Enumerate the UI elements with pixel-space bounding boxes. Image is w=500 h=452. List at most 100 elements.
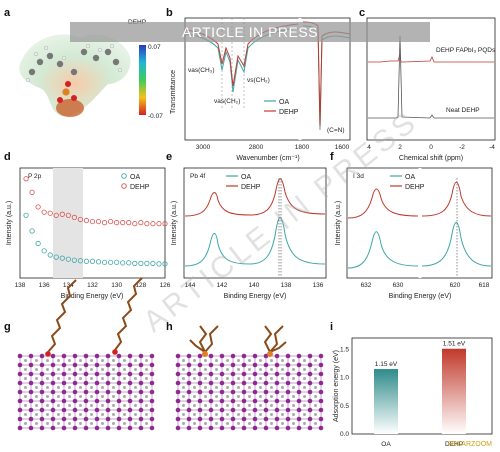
point-dehp-3 bbox=[41, 209, 47, 215]
point-oa-23 bbox=[162, 261, 168, 267]
panel-b-xtick-2: 1800 bbox=[295, 144, 310, 151]
colorbar-min: -0.07 bbox=[148, 113, 163, 120]
panel-e-xtick-4: 136 bbox=[313, 282, 324, 289]
panel-d-xps-p2p: P 2p Intensity (a.u.) Binding Energy (eV… bbox=[6, 167, 171, 300]
panel-f-legend-oa: OA bbox=[405, 174, 415, 181]
point-dehp-5 bbox=[53, 212, 59, 218]
panel-letter-h: h bbox=[166, 321, 173, 333]
panel-f-ylabel: Intensity (a.u.) bbox=[335, 201, 342, 245]
bar-dehp bbox=[442, 348, 466, 434]
panel-e-xtick-0: 144 bbox=[185, 282, 196, 289]
point-dehp-8 bbox=[71, 214, 77, 220]
panel-e-xlabel: Binding Energy (eV) bbox=[224, 293, 287, 300]
point-oa-6 bbox=[59, 255, 65, 261]
panel-e-legend-dehp: DEHP bbox=[241, 184, 261, 191]
point-dehp-2 bbox=[35, 204, 41, 210]
point-dehp-23 bbox=[162, 221, 168, 227]
panel-f-xtick-2: 620 bbox=[450, 282, 461, 289]
panel-g-oa-adsorption bbox=[17, 277, 155, 431]
lattice-h bbox=[175, 353, 324, 431]
point-dehp-0 bbox=[23, 176, 29, 182]
bar-oa bbox=[374, 369, 398, 434]
panel-e-xtick-2: 140 bbox=[249, 282, 260, 289]
panel-i-ytick-1: 0.5 bbox=[340, 403, 349, 410]
point-dehp-19 bbox=[138, 220, 144, 226]
bar-category-dehp: DEHP bbox=[445, 441, 463, 448]
point-oa-17 bbox=[126, 260, 132, 266]
panel-c-xtick-1: 2 bbox=[398, 144, 402, 151]
panel-i-ylabel: Adsorption energy (eV) bbox=[333, 350, 340, 422]
colorbar bbox=[139, 45, 146, 115]
point-dehp-18 bbox=[132, 221, 138, 227]
lattice-g bbox=[17, 353, 155, 431]
panel-f-xtick-3: 618 bbox=[479, 282, 490, 289]
panel-b-xtick-0: 3000 bbox=[196, 144, 211, 151]
panel-b-xtick-3: 1600 bbox=[335, 144, 350, 151]
nmr-dehp-pqds bbox=[368, 53, 494, 63]
point-dehp-10 bbox=[83, 217, 90, 224]
colorbar-max: 0.07 bbox=[148, 44, 161, 51]
annot-vs-ch2: νs(CH₂) bbox=[247, 77, 270, 84]
panel-b-legend-oa: OA bbox=[279, 99, 289, 106]
panel-i-bars: 1.15 eV OA 1.51 eV DEHP bbox=[374, 341, 466, 448]
panel-d-xtick-5: 128 bbox=[135, 282, 146, 289]
nmr-label-bottom: Neat DEHP bbox=[446, 107, 480, 114]
panel-f-legend-dehp: DEHP bbox=[405, 184, 425, 191]
panel-letter-i: i bbox=[330, 321, 333, 333]
panel-f-xtick-0: 632 bbox=[361, 282, 372, 289]
panel-d-legend-dehp: DEHP bbox=[130, 184, 150, 191]
panel-d-legend-oa: OA bbox=[130, 174, 140, 181]
point-dehp-9 bbox=[77, 216, 84, 223]
panel-letter-a: a bbox=[4, 7, 11, 19]
point-oa-4 bbox=[47, 252, 53, 258]
panel-i-yticks: 0.0 0.5 1.0 1.5 bbox=[340, 346, 349, 438]
panel-e-legend-oa: OA bbox=[241, 174, 251, 181]
point-oa-8 bbox=[71, 257, 77, 263]
oa-chain-2 bbox=[114, 277, 143, 351]
point-dehp-15 bbox=[114, 220, 120, 226]
point-oa-10 bbox=[83, 258, 90, 264]
esp-negative-region bbox=[56, 99, 84, 117]
panel-c-xtick-3: -2 bbox=[459, 144, 465, 151]
panel-e-xps-pb4f: Pb 4f Intensity (a.u.) Binding Energy (e… bbox=[171, 167, 327, 300]
point-dehp-20 bbox=[144, 221, 150, 227]
point-dehp-7 bbox=[65, 212, 71, 218]
point-oa-12 bbox=[95, 259, 102, 265]
point-oa-18 bbox=[132, 260, 138, 266]
panel-d-points bbox=[23, 176, 168, 267]
point-dehp-11 bbox=[89, 218, 96, 225]
point-oa-19 bbox=[138, 260, 144, 266]
dehp-chain-1 bbox=[189, 325, 219, 353]
point-oa-14 bbox=[108, 259, 114, 265]
highlight-band bbox=[53, 168, 83, 278]
panel-i-adsorption-energy: Adsorption energy (eV) 1.15 eV OA 1.51 eV D… bbox=[333, 337, 493, 448]
annot-cn: (C=N) bbox=[327, 127, 345, 134]
point-oa-15 bbox=[114, 259, 120, 265]
panel-d-xticks: 138 136 134 132 130 128 126 bbox=[15, 282, 171, 289]
corner-logo: SOLARZOOM bbox=[447, 441, 492, 448]
panel-e-title: Pb 4f bbox=[190, 173, 205, 180]
panel-b-legend-dehp: DEHP bbox=[279, 109, 299, 116]
bar-value-label-oa: 1.15 eV bbox=[375, 361, 398, 368]
panel-d-xtick-0: 138 bbox=[15, 282, 26, 289]
point-oa-5 bbox=[53, 254, 59, 260]
point-oa-3 bbox=[41, 248, 47, 254]
point-dehp-16 bbox=[120, 220, 126, 226]
bar-value-label-dehp: 1.51 eV bbox=[443, 341, 466, 348]
phosphorus-atom bbox=[62, 88, 70, 96]
point-oa-13 bbox=[101, 259, 108, 265]
point-dehp-6 bbox=[59, 211, 65, 217]
panel-d-xlabel: Binding Energy (eV) bbox=[61, 293, 124, 300]
panel-i-ytick-2: 1.0 bbox=[340, 375, 349, 382]
panel-d-xtick-4: 130 bbox=[111, 282, 122, 289]
point-dehp-12 bbox=[95, 218, 102, 225]
panel-letter-c: c bbox=[359, 7, 365, 19]
panel-f-xtick-1: 630 bbox=[393, 282, 404, 289]
article-in-press-banner: ARTICLE IN PRESS bbox=[70, 22, 430, 42]
nmr-neat-dehp bbox=[368, 35, 494, 119]
panel-c-xtick-4: -4 bbox=[489, 144, 495, 151]
panel-c-xtick-2: 0 bbox=[429, 144, 433, 151]
panel-d-ylabel: Intensity (a.u.) bbox=[6, 201, 13, 245]
i3d-oa-curve bbox=[347, 222, 492, 269]
